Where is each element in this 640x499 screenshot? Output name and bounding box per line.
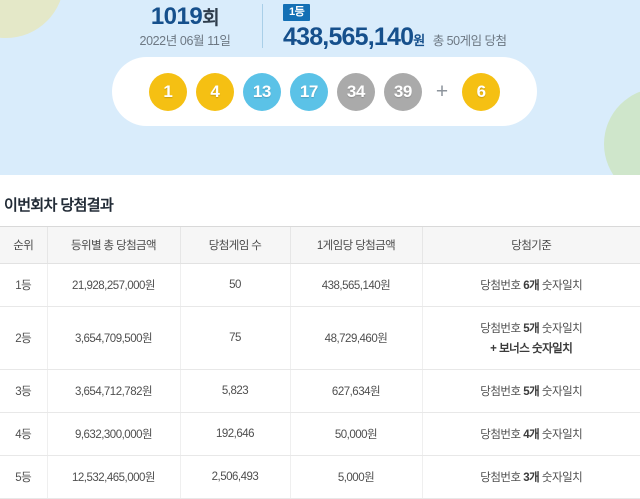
- cell-rank: 1등: [0, 263, 47, 307]
- winning-ball-3: 13: [242, 72, 281, 111]
- criteria-prefix: 당첨번호: [480, 472, 524, 484]
- winning-numbers-panel: 1 4 13 17 34 39 + 6: [112, 57, 537, 126]
- draw-round-block: 1019회 2022년 06월 11일: [120, 3, 250, 50]
- cell-total: 9,632,300,000원: [46, 412, 180, 456]
- winning-ball-6: 39: [383, 72, 422, 111]
- cell-total: 3,654,709,500원: [46, 306, 180, 370]
- criteria-suffix: 숫자일치: [539, 472, 583, 484]
- decorative-circle-green: [604, 88, 640, 175]
- cell-pergame: 438,565,140원: [289, 263, 422, 307]
- bonus-ball: 6: [462, 72, 501, 111]
- column-header-pergame: 1게임당 당첨금액: [289, 226, 422, 264]
- cell-pergame: 627,634원: [289, 369, 422, 413]
- cell-rank: 3등: [0, 369, 47, 413]
- draw-round-value: 1019: [150, 3, 203, 30]
- winning-ball-5: 34: [336, 72, 375, 111]
- table-row: 4등 9,632,300,000원 192,646 50,000원 당첨번호 4…: [0, 412, 640, 456]
- first-prize-currency: 원: [413, 33, 425, 48]
- cell-total: 12,532,465,000원: [46, 455, 180, 499]
- winning-ball-1: 1: [148, 72, 187, 111]
- criteria-prefix: 당첨번호: [480, 429, 524, 441]
- cell-criteria: 당첨번호 3개 숫자일치: [421, 455, 640, 499]
- lotto-hero-banner: 1019회 2022년 06월 11일 1등 438,565,140원 총 50게…: [0, 0, 640, 175]
- table-row: 3등 3,654,712,782원 5,823 627,634원 당첨번호 5개…: [0, 369, 640, 413]
- section-title: 이번회차 당첨결과: [4, 197, 114, 214]
- rank-badge: 1등: [283, 4, 311, 21]
- cell-criteria: 당첨번호 5개 숫자일치: [421, 369, 640, 413]
- cell-games: 50: [179, 263, 290, 307]
- cell-games: 192,646: [179, 412, 290, 456]
- criteria-suffix: 숫자일치: [539, 323, 583, 335]
- column-header-total: 등위별 총 당첨금액: [46, 226, 180, 264]
- hero-summary: 1019회 2022년 06월 11일 1등 438,565,140원 총 50게…: [0, 0, 640, 56]
- criteria-count: 5개: [523, 323, 540, 335]
- cell-criteria: 당첨번호 5개 숫자일치 + 보너스 숫자일치: [421, 306, 640, 370]
- first-prize-row: 438,565,140원 총 50게임 당첨: [283, 23, 623, 51]
- table-row: 5등 12,532,465,000원 2,506,493 5,000원 당첨번호…: [0, 455, 640, 499]
- cell-pergame: 5,000원: [289, 455, 422, 499]
- winning-ball-2: 4: [195, 72, 234, 111]
- criteria-suffix: 숫자일치: [539, 429, 583, 441]
- cell-rank: 4등: [0, 412, 47, 456]
- cell-total: 3,654,712,782원: [46, 369, 180, 413]
- column-header-rank: 순위: [0, 226, 47, 264]
- cell-rank: 2등: [0, 306, 47, 370]
- criteria-prefix: 당첨번호: [480, 386, 524, 398]
- first-prize-game-count: 총 50게임 당첨: [432, 34, 507, 48]
- criteria-count: 3개: [523, 472, 540, 484]
- criteria-prefix: 당첨번호: [480, 323, 524, 335]
- criteria-count: 6개: [523, 280, 540, 292]
- cell-games: 5,823: [179, 369, 290, 413]
- draw-date: 2022년 06월 11일: [139, 34, 231, 48]
- criteria-suffix: 숫자일치: [539, 386, 583, 398]
- table-header-row: 순위 등위별 총 당첨금액 당첨게임 수 1게임당 당첨금액 당첨기준: [0, 226, 640, 264]
- draw-round-suffix: 회: [202, 8, 220, 29]
- criteria-count: 5개: [523, 386, 540, 398]
- cell-pergame: 50,000원: [289, 412, 422, 456]
- draw-round-number: 1019회: [120, 3, 250, 33]
- criteria-suffix: 숫자일치: [539, 280, 583, 292]
- cell-total: 21,928,257,000원: [46, 263, 180, 307]
- cell-pergame: 48,729,460원: [289, 306, 422, 370]
- winning-ball-4: 17: [289, 72, 328, 111]
- cell-rank: 5등: [0, 455, 47, 499]
- cell-criteria: 당첨번호 6개 숫자일치: [421, 263, 640, 307]
- table-row: 1등 21,928,257,000원 50 438,565,140원 당첨번호 …: [0, 263, 640, 307]
- criteria-count: 4개: [523, 429, 540, 441]
- first-prize-amount: 438,565,140: [283, 23, 414, 51]
- criteria-prefix: 당첨번호: [480, 280, 524, 292]
- cell-criteria: 당첨번호 4개 숫자일치: [421, 412, 640, 456]
- table-row: 2등 3,654,709,500원 75 48,729,460원 당첨번호 5개…: [0, 306, 640, 370]
- hero-divider: [262, 4, 263, 48]
- results-table: 순위 등위별 총 당첨금액 당첨게임 수 1게임당 당첨금액 당첨기준 1등 2…: [0, 226, 640, 499]
- cell-games: 75: [179, 306, 290, 370]
- results-section: 이번회차 당첨결과 순위 등위별 총 당첨금액 당첨게임 수 1게임당 당첨금액…: [0, 175, 640, 499]
- criteria-bonus-line: + 보너스 숫자일치: [490, 343, 573, 355]
- first-prize-block: 1등 438,565,140원 총 50게임 당첨: [283, 2, 623, 51]
- plus-icon: +: [435, 80, 449, 103]
- column-header-games: 당첨게임 수: [179, 226, 290, 264]
- cell-games: 2,506,493: [179, 455, 290, 499]
- column-header-criteria: 당첨기준: [421, 226, 640, 264]
